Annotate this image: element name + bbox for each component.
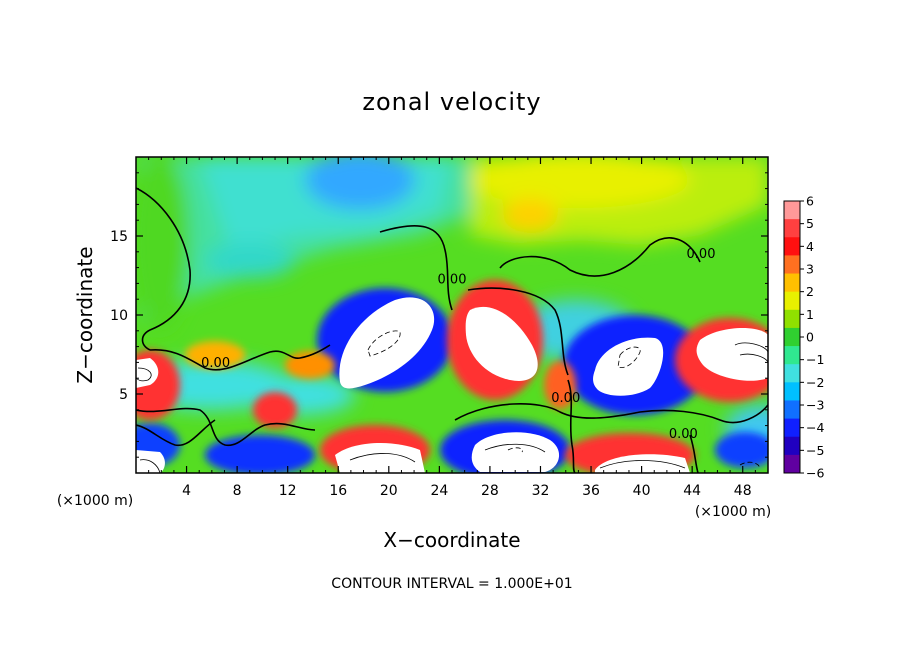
x-tick-label: 28 bbox=[481, 483, 499, 499]
colorbar-swatch bbox=[784, 436, 800, 456]
colorbar-tick-label: −2 bbox=[806, 375, 824, 390]
colorbar-tick-label: 6 bbox=[806, 194, 814, 209]
x-axis-title: X−coordinate bbox=[383, 528, 520, 552]
colorbar-swatch bbox=[784, 309, 800, 329]
contour-label: 0.00 bbox=[669, 427, 698, 442]
y-axis: 5 10 15 bbox=[110, 172, 768, 458]
colorbar-swatch bbox=[784, 346, 800, 365]
colorbar-tick-label: −5 bbox=[806, 443, 824, 458]
colorbar-swatch bbox=[784, 255, 800, 275]
colorbar-tick-label: −3 bbox=[806, 398, 824, 413]
y-axis-title: Z−coordinate bbox=[73, 246, 97, 383]
x-unit-left-label: (×1000 m) bbox=[57, 493, 133, 509]
colorbar-tick-label: −6 bbox=[806, 466, 824, 481]
velocity-field bbox=[136, 157, 768, 473]
colorbar-tick-label: −1 bbox=[806, 352, 824, 367]
colorbar-tick-label: 5 bbox=[806, 216, 814, 231]
colorbar-swatch bbox=[784, 237, 800, 256]
colorbar-tick-label: 3 bbox=[806, 262, 814, 277]
colorbar-tick-label: 2 bbox=[806, 284, 814, 299]
x-unit-right-label: (×1000 m) bbox=[695, 504, 771, 520]
colorbar-tick-label: 0 bbox=[806, 330, 814, 345]
contour-interval-note: CONTOUR INTERVAL = 1.000E+01 bbox=[331, 576, 573, 592]
x-axis: 4 8 12 16 20 24 28 32 36 40 44 48 bbox=[148, 157, 756, 499]
contour-label: 0.00 bbox=[687, 247, 716, 262]
contour-label: 0.00 bbox=[438, 272, 467, 287]
x-tick-label: 48 bbox=[734, 483, 752, 499]
x-tick-label: 44 bbox=[683, 483, 701, 499]
contour-label: 0.00 bbox=[551, 391, 580, 406]
colorbar-swatch bbox=[784, 382, 800, 401]
colorbar-swatch bbox=[784, 364, 800, 383]
x-tick-label: 36 bbox=[582, 483, 600, 499]
contour-labels: 0.00 0.00 0.00 0.00 0.00 bbox=[201, 247, 715, 442]
colorbar-swatch bbox=[784, 327, 800, 347]
colorbar-tick-label: 4 bbox=[806, 239, 814, 254]
colorbar-tick-label: 1 bbox=[806, 307, 814, 322]
colorbar: 6 5 4 3 2 1 0 −1 −2 −3 −4 −5 −6 bbox=[783, 194, 824, 481]
colorbar-swatch bbox=[784, 454, 800, 474]
x-tick-label: 32 bbox=[532, 483, 550, 499]
colorbar-swatch bbox=[784, 400, 800, 420]
y-tick-label: 5 bbox=[119, 387, 128, 403]
colorbar-swatch bbox=[784, 201, 800, 220]
y-tick-label: 10 bbox=[110, 308, 128, 324]
contour-label: 0.00 bbox=[201, 356, 230, 371]
chart-title: zonal velocity bbox=[362, 88, 542, 116]
x-tick-label: 12 bbox=[279, 483, 297, 499]
colorbar-tick-label: −4 bbox=[806, 420, 824, 435]
x-tick-label: 16 bbox=[329, 483, 347, 499]
x-tick-label: 24 bbox=[430, 483, 448, 499]
x-tick-label: 20 bbox=[380, 483, 398, 499]
colorbar-swatch bbox=[784, 291, 800, 311]
colorbar-swatch bbox=[784, 273, 800, 293]
colorbar-swatch bbox=[784, 219, 800, 238]
x-tick-label: 4 bbox=[182, 483, 191, 499]
colorbar-swatch bbox=[784, 418, 800, 438]
x-tick-label: 8 bbox=[233, 483, 242, 499]
y-tick-label: 15 bbox=[110, 229, 128, 245]
x-tick-label: 40 bbox=[633, 483, 651, 499]
